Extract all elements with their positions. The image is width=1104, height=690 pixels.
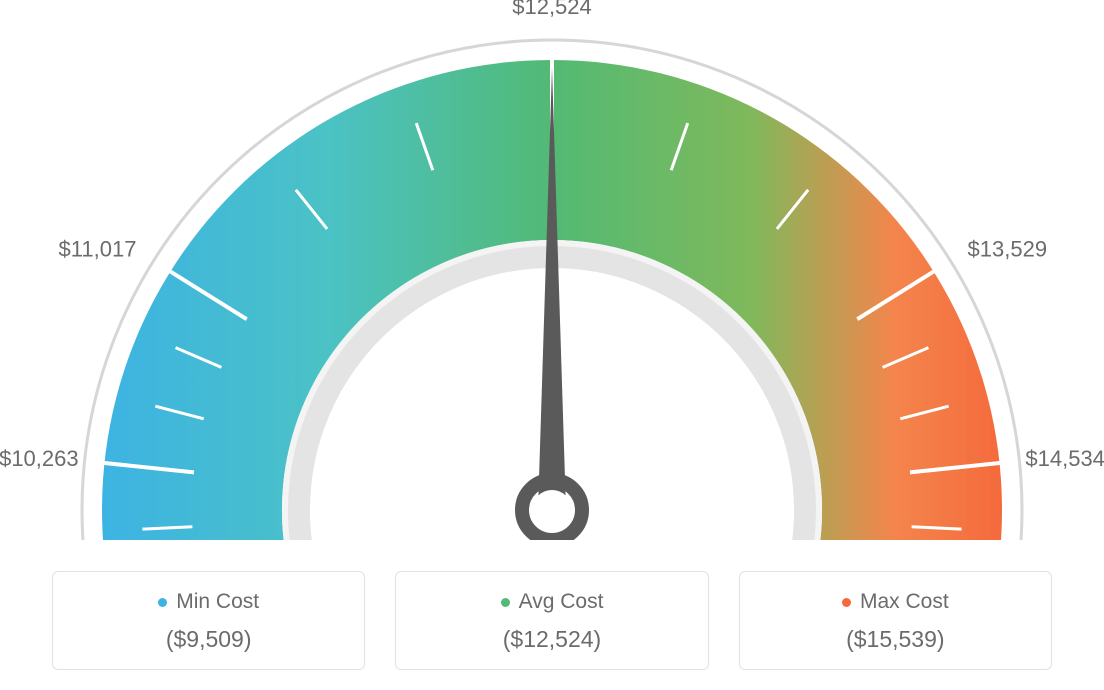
legend-row: Min Cost ($9,509) Avg Cost ($12,524) Max… [52,571,1052,670]
legend-value-max: ($15,539) [750,626,1041,653]
legend-value-avg: ($12,524) [406,626,697,653]
legend-card-max: Max Cost ($15,539) [739,571,1052,670]
legend-value-min: ($9,509) [63,626,354,653]
gauge-hub-inner [532,490,572,530]
legend-label-min: Min Cost [176,590,259,614]
legend-card-avg: Avg Cost ($12,524) [395,571,708,670]
dot-min-icon [158,598,167,607]
gauge-tick-label: $10,263 [0,446,79,471]
gauge-tick-label: $13,529 [968,236,1048,261]
legend-label-max: Max Cost [860,590,949,614]
gauge-tick-label: $12,524 [512,0,592,19]
cost-gauge: $9,509$10,263$11,017$12,524$13,529$14,53… [0,0,1104,540]
dot-avg-icon [501,598,510,607]
gauge-tick-label: $14,534 [1025,446,1104,471]
gauge-tick-label: $11,017 [59,236,137,261]
legend-label-avg: Avg Cost [519,590,604,614]
legend-card-min: Min Cost ($9,509) [52,571,365,670]
dot-max-icon [842,598,851,607]
